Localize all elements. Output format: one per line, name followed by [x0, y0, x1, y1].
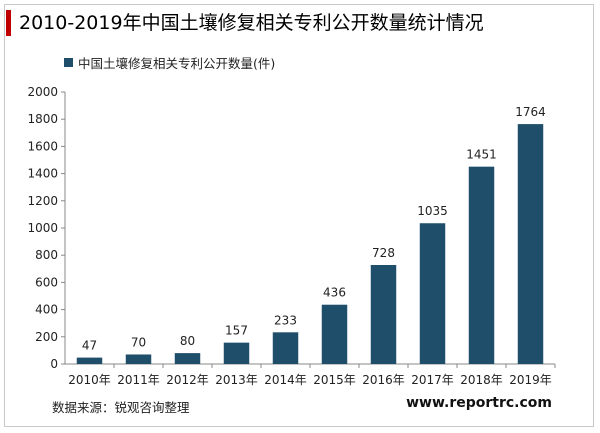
- x-tick-label: 2012年: [166, 373, 209, 387]
- data-label: 728: [372, 246, 395, 260]
- y-tick-label: 1800: [27, 112, 58, 126]
- x-tick-label: 2011年: [117, 373, 160, 387]
- x-tick-label: 2015年: [313, 373, 356, 387]
- data-label: 233: [274, 313, 297, 327]
- bar: [517, 124, 544, 364]
- bar: [321, 304, 348, 364]
- x-tick-label: 2016年: [362, 373, 405, 387]
- y-tick-label: 1600: [27, 139, 58, 153]
- y-tick-label: 800: [35, 248, 58, 262]
- x-tick-label: 2017年: [411, 373, 454, 387]
- data-label: 1764: [515, 105, 546, 119]
- y-tick-label: 1400: [27, 167, 58, 181]
- data-label: 70: [131, 335, 146, 349]
- data-label: 1035: [417, 204, 448, 218]
- x-tick-label: 2019年: [509, 373, 552, 387]
- legend-label: 中国土壤修复相关专利公开数量(件): [78, 55, 276, 71]
- bar: [174, 353, 201, 364]
- title-accent-bar: [6, 10, 11, 36]
- y-axis: 0 200 400 600 800 1000 1200 1400 1600 1800 2000: [27, 85, 66, 371]
- bar: [370, 264, 397, 364]
- data-label: 157: [225, 324, 248, 338]
- bar: [223, 342, 250, 364]
- x-tick-label: 2014年: [264, 373, 307, 387]
- data-label: 80: [180, 334, 195, 348]
- y-tick-label: 1000: [27, 221, 58, 235]
- page-title: 2010-2019年中国土壤修复相关专利公开数量统计情况: [19, 12, 484, 34]
- data-label: 436: [323, 286, 346, 300]
- y-tick-label: 1200: [27, 194, 58, 208]
- data-label: 47: [82, 339, 97, 353]
- chart-frame: [4, 4, 594, 427]
- y-tick-label: 400: [35, 303, 58, 317]
- bar: [419, 223, 446, 364]
- legend-swatch: [64, 57, 73, 67]
- bar: [76, 357, 103, 364]
- data-label: 1451: [466, 148, 497, 162]
- bar: [468, 166, 495, 364]
- x-tick-label: 2010年: [68, 373, 111, 387]
- chart-legend: 中国土壤修复相关专利公开数量(件): [64, 54, 276, 71]
- bar: [272, 332, 299, 364]
- bar: [125, 354, 152, 364]
- x-tick-label: 2013年: [215, 373, 258, 387]
- y-tick-label: 0: [50, 357, 58, 371]
- x-axis: 2010年 2011年 2012年 2013年 2014年 2015年 2016年 2017年…: [65, 363, 556, 387]
- y-tick-label: 200: [35, 330, 58, 344]
- y-tick-label: 600: [35, 275, 58, 289]
- x-tick-label: 2018年: [460, 373, 503, 387]
- y-tick-label: 2000: [27, 85, 58, 99]
- bars: [76, 124, 544, 364]
- data-labels: 47 70 80 157 233 436 728 1035 1451 1764: [82, 105, 546, 353]
- data-source: 数据来源：锐观咨询整理: [52, 400, 190, 415]
- website-link[interactable]: www.reportrc.com: [406, 395, 552, 411]
